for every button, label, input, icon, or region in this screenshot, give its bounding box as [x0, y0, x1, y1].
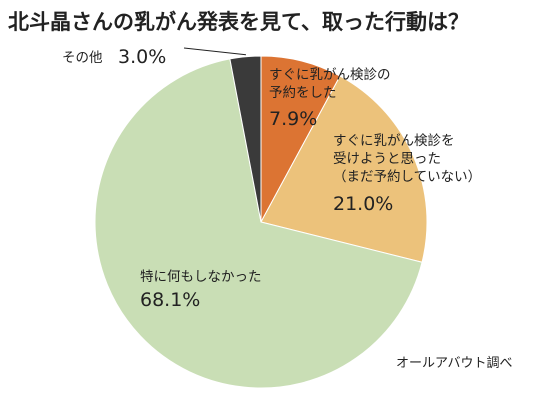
slice-did-nothing-label-line: 特に何もしなかった — [140, 269, 262, 285]
slice-did-nothing-value-label: 68.1% — [140, 289, 200, 311]
slice-booked-exam-value-label: 7.9% — [269, 108, 317, 130]
slice-other-value-label: 3.0% — [118, 46, 166, 68]
chart-title: 北斗晶さんの乳がん発表を見て、取った行動は？ — [8, 10, 469, 34]
slice-booked-exam-label-line: すぐに乳がん検診の — [269, 67, 391, 83]
slice-other — [229, 55, 262, 223]
source-note: オールアバウト調べ — [396, 356, 513, 371]
slice-plan-exam-value-label: 21.0% — [333, 193, 393, 215]
other-leader-line — [183, 47, 246, 56]
slice-other-label: その他 — [62, 50, 103, 66]
slice-did-nothing — [94, 58, 423, 389]
slice-plan-exam-label-line: すぐに乳がん検診を — [333, 133, 455, 149]
slice-booked-exam-label-line: 予約をした — [269, 85, 337, 101]
slice-plan-exam — [260, 75, 428, 263]
slice-plan-exam-label-line: （まだ予約していない） — [333, 169, 481, 185]
slice-plan-exam-label-line: 受けようと思った — [333, 151, 441, 167]
